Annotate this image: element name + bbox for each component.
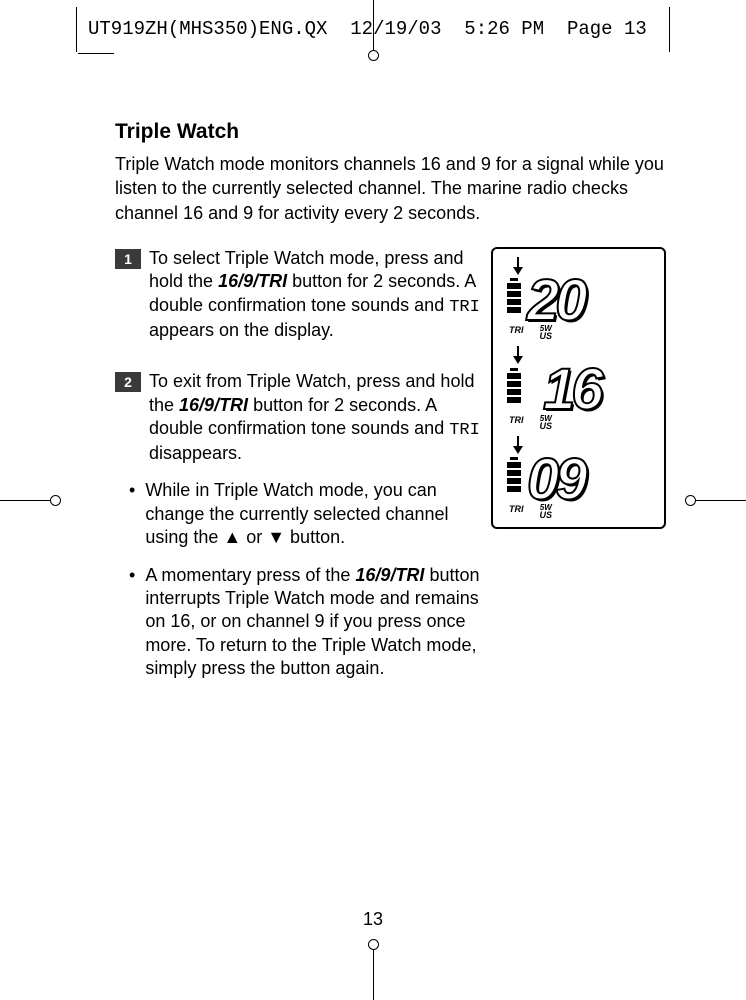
display-digits: 20 [527,275,584,327]
battery-icon [507,278,521,313]
document-header: UT919ZH(MHS350)ENG.QX 12/19/03 5:26 PM P… [88,18,647,40]
display-digits: 09 [527,454,584,506]
display-digits: 16 [543,364,600,416]
lcd-display: 09 [507,454,658,506]
page-number: 13 [0,909,746,930]
bullet-text: While in Triple Watch mode, you can chan… [145,479,481,549]
page-content: Triple Watch Triple Watch mode monitors … [115,120,666,695]
step-badge: 2 [115,372,141,392]
display-sublabels: TRI 5WUS [525,325,658,340]
bullet-text: A momentary press of the 16/9/TRI button… [145,564,481,681]
bullet-marker: • [129,479,135,549]
step-text: To exit from Triple Watch, press and hol… [149,370,481,465]
header-time: 5:26 PM [464,18,544,40]
bullet-item: • A momentary press of the 16/9/TRI butt… [129,564,481,681]
figure-column: 20 TRI 5WUS 16 TRI 5WUS [491,247,666,695]
step-text: To select Triple Watch mode, press and h… [149,247,481,342]
header-filename: UT919ZH(MHS350)ENG.QX [88,18,327,40]
section-title: Triple Watch [115,120,666,144]
battery-icon [507,457,521,492]
lcd-figure: 20 TRI 5WUS 16 TRI 5WUS [491,247,666,529]
step-1: 1 To select Triple Watch mode, press and… [115,247,481,342]
intro-paragraph: Triple Watch mode monitors channels 16 a… [115,152,666,225]
battery-icon [507,368,521,403]
display-sublabels: TRI 5WUS [525,504,658,519]
lcd-display: 16 [507,364,658,416]
text-column: 1 To select Triple Watch mode, press and… [115,247,481,695]
step-2: 2 To exit from Triple Watch, press and h… [115,370,481,465]
bullet-item: • While in Triple Watch mode, you can ch… [129,479,481,549]
header-page: Page 13 [567,18,647,40]
lcd-display: 20 [507,275,658,327]
bullet-marker: • [129,564,135,681]
header-date: 12/19/03 [350,18,441,40]
step-badge: 1 [115,249,141,269]
